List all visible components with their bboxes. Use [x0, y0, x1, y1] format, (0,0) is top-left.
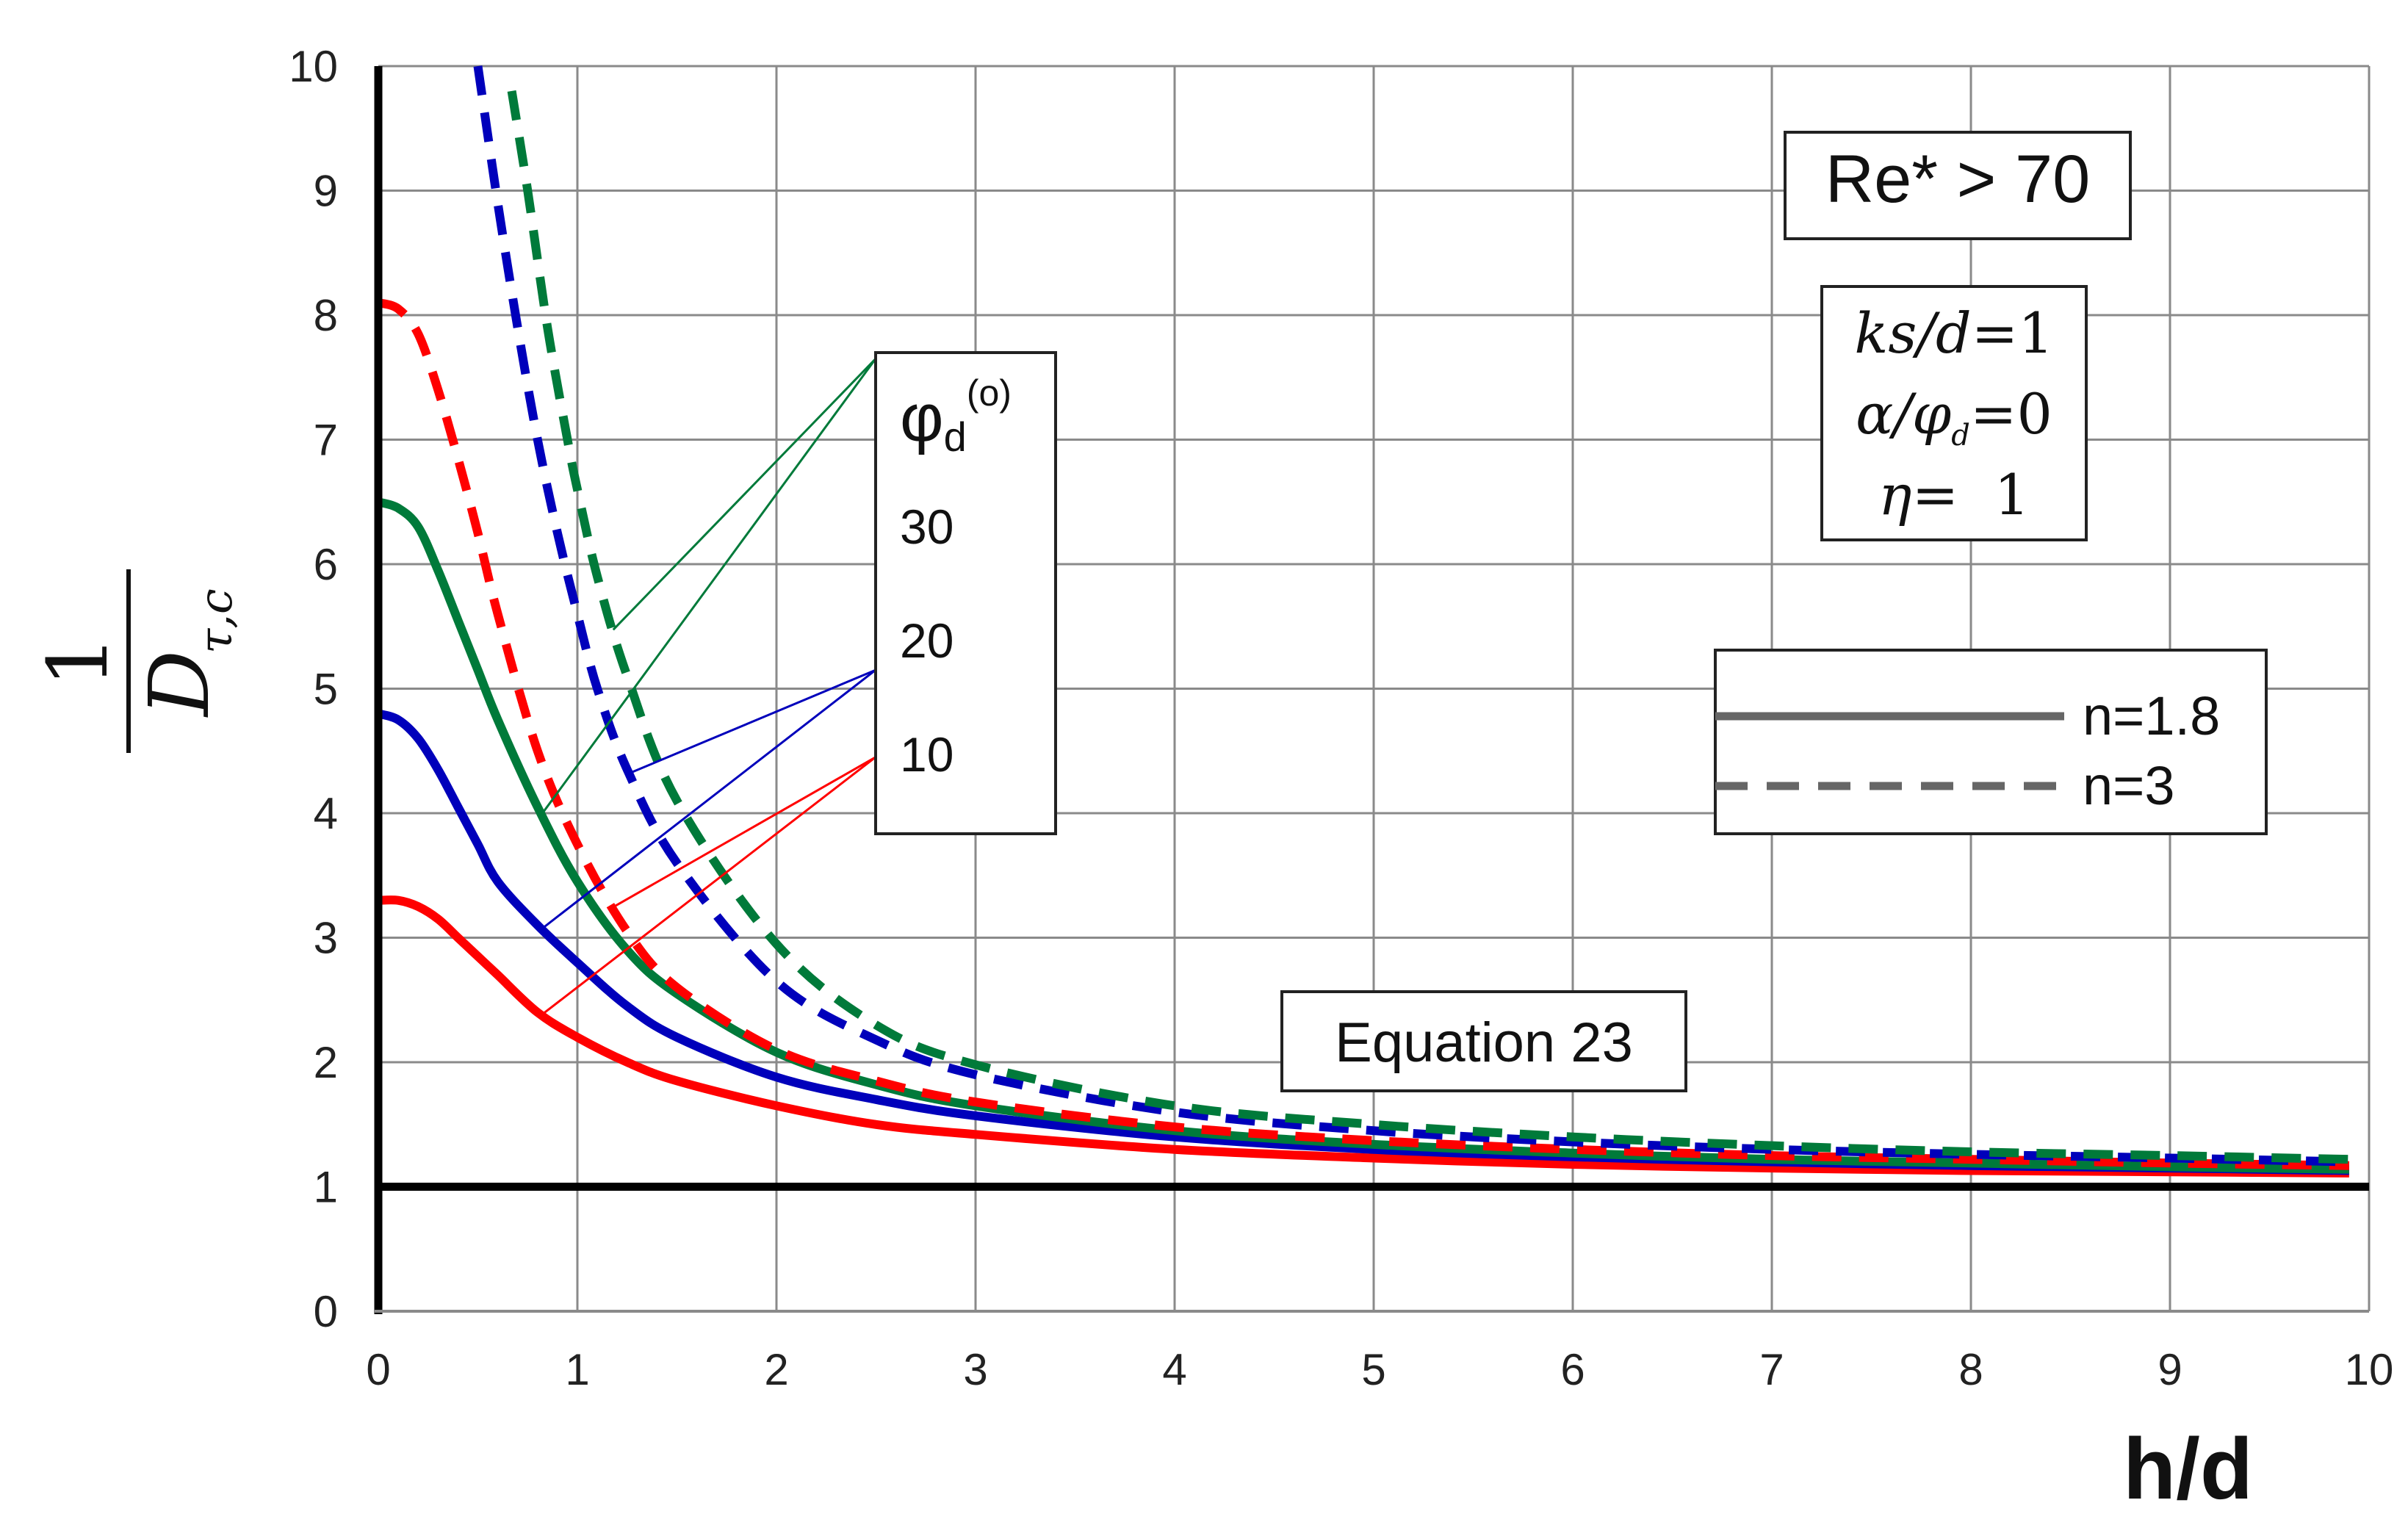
- phi-legend-title-sup: (o): [967, 372, 1012, 414]
- series-line-phi20-n3: [473, 65, 2350, 1167]
- x-tick-label: 8: [1958, 1345, 1983, 1394]
- x-tick-label: 5: [1361, 1345, 1385, 1394]
- phi-legend-entry-30: 30: [900, 500, 954, 554]
- phi-legend: φd(o) 30 20 10: [874, 351, 1057, 835]
- param-alpha-rhs: =0: [1970, 381, 2052, 447]
- x-tick-label: 9: [2158, 1345, 2182, 1394]
- x-tick-label: 2: [764, 1345, 788, 1394]
- x-tick-label: 4: [1162, 1345, 1186, 1394]
- x-tick-label: 6: [1560, 1345, 1585, 1394]
- y-tick-label: 8: [314, 291, 338, 340]
- y-tick-label: 4: [314, 789, 338, 838]
- y-tick-label: 7: [314, 416, 338, 465]
- x-tick-label: 7: [1759, 1345, 1784, 1394]
- reynolds-text: Re* > 70: [1825, 142, 2091, 217]
- y-tick-label: 0: [314, 1287, 338, 1336]
- phi-legend-entry-20: 20: [900, 613, 954, 668]
- x-tick-label: 10: [2345, 1345, 2394, 1394]
- param-alpha-lhs: α/φ: [1856, 381, 1951, 447]
- param-line-ks: ks/d=1: [1854, 300, 2053, 366]
- param-eta-rhs: = 1: [1912, 462, 2030, 527]
- axes: [374, 66, 2369, 1314]
- parameters-box: ks/d=1 α/φd=0 η= 1: [1820, 285, 2088, 541]
- x-tick-labels: 0 1 2 3 4 5 6 7 8 9 10: [366, 1345, 2393, 1394]
- style-legend-dashed-label: n=3: [2083, 755, 2175, 816]
- param-alpha-sub: d: [1951, 419, 1970, 453]
- phi-legend-title: φd(o): [900, 372, 1012, 460]
- y-tick-label: 6: [314, 540, 338, 589]
- callout-line-phi20-n3: [628, 668, 876, 775]
- callout-line-phi30-n1_8: [541, 358, 877, 815]
- equation-text: Equation 23: [1335, 1012, 1633, 1074]
- y-tick-label: 9: [314, 167, 338, 216]
- y-tick-label: 2: [314, 1038, 338, 1087]
- param-ks-lhs: ks/d: [1854, 300, 1971, 366]
- phi-legend-title-symbol: φ: [900, 381, 944, 455]
- phi-legend-frame: [874, 351, 1057, 835]
- parameters-box-frame: [1820, 285, 2088, 541]
- style-legend-frame: [1714, 649, 2268, 835]
- y-tick-labels: 0 1 2 3 4 5 6 7 8 9 10: [289, 42, 338, 1336]
- x-tick-label: 3: [963, 1345, 987, 1394]
- x-tick-label: 1: [565, 1345, 589, 1394]
- callout-lines: [541, 358, 877, 1016]
- callout-line-phi10-n1_8: [541, 756, 876, 1016]
- phi-legend-entry-10: 10: [900, 727, 954, 782]
- y-axis-label: 1 D τ,c: [31, 569, 242, 753]
- y-axis-label-denominator: D: [132, 650, 228, 718]
- callout-line-phi10-n3: [613, 756, 876, 909]
- series-line-phi30-n3: [507, 90, 2350, 1164]
- phi-legend-title-sub: d: [944, 414, 967, 460]
- y-axis-label-numerator: 1: [31, 635, 126, 687]
- param-eta-lhs: η: [1878, 462, 1912, 527]
- param-line-alpha: α/φd=0: [1856, 381, 2052, 453]
- x-tick-label: 0: [366, 1345, 390, 1394]
- y-tick-label: 3: [314, 914, 338, 963]
- y-tick-label: 10: [289, 42, 338, 91]
- series-group: [377, 65, 2350, 1178]
- equation-box-frame: [1280, 990, 1687, 1092]
- equation-box: Equation 23: [1280, 990, 1687, 1092]
- style-legend: n=1.8 n=3: [1714, 649, 2268, 835]
- param-ks-rhs: =1: [1972, 300, 2054, 366]
- callout-line-phi20-n1_8: [541, 668, 876, 930]
- param-line-eta: η= 1: [1878, 462, 2030, 527]
- y-axis-label-subscript: τ,c: [189, 588, 242, 654]
- reynolds-box-frame: [1784, 131, 2132, 240]
- style-legend-solid-label: n=1.8: [2083, 685, 2220, 746]
- y-tick-label: 1: [314, 1163, 338, 1212]
- series-line-phi10-n3: [377, 298, 2349, 1170]
- x-axis-label: h/d: [2123, 1421, 2253, 1518]
- y-tick-label: 5: [314, 665, 338, 714]
- series-line-phi10-n1_8: [378, 895, 2349, 1178]
- callout-line-phi30-n3: [612, 358, 877, 631]
- reynolds-box: Re* > 70: [1784, 131, 2132, 240]
